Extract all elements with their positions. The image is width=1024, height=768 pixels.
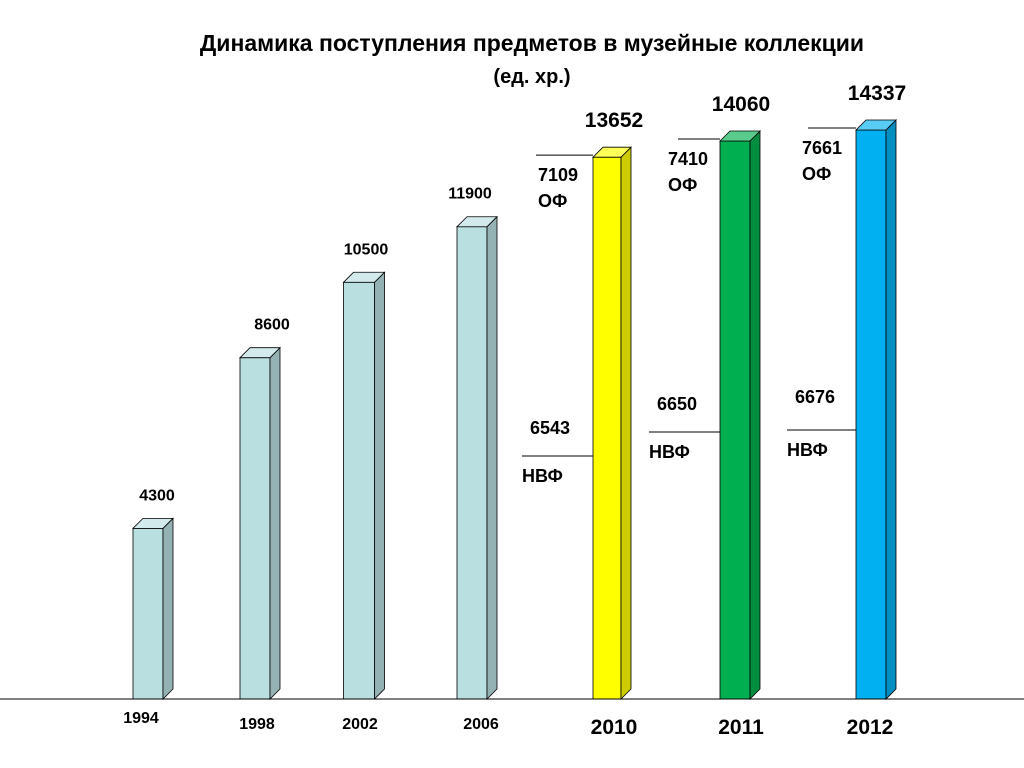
- nvf-value-2012: 6676: [795, 387, 835, 407]
- bar-front-2012: [855, 129, 887, 700]
- x-tick-label-2010: 2010: [591, 716, 638, 739]
- x-tick-label-2002: 2002: [342, 716, 378, 733]
- data-label-2011: 14060: [712, 93, 770, 116]
- data-label-1998: 8600: [254, 317, 290, 334]
- bar-top-2011: [719, 130, 761, 142]
- data-label-2012: 14337: [848, 82, 906, 105]
- bar-2010: [592, 146, 632, 700]
- nvf-label-2011: НВФ: [649, 442, 690, 462]
- of-value-2011: 7410: [668, 149, 708, 169]
- nvf-value-2010: 6543: [530, 418, 570, 438]
- x-tick-label-2011: 2011: [718, 716, 764, 739]
- data-label-2006: 11900: [448, 186, 492, 203]
- of-label-2010: ОФ: [538, 191, 567, 211]
- bar-front-1994: [132, 527, 164, 700]
- bars-group: [132, 119, 897, 700]
- bar-top-1998: [239, 347, 281, 359]
- bar-front-1998: [239, 357, 271, 700]
- bar-2011: [719, 130, 761, 700]
- bar-side-2002: [374, 271, 385, 700]
- of-label-2012: ОФ: [802, 164, 831, 184]
- x-tick-label-2006: 2006: [463, 716, 499, 733]
- x-tick-label-1994: 1994: [123, 710, 159, 727]
- bar-top-1994: [132, 517, 174, 529]
- bar-side-2010: [620, 146, 632, 700]
- bar-top-2012: [855, 119, 897, 131]
- bar-front-2010: [592, 156, 622, 700]
- bar-top-2002: [342, 271, 386, 283]
- data-label-1994: 4300: [139, 487, 175, 504]
- bar-top-2010: [592, 146, 632, 158]
- bar-front-2002: [343, 281, 375, 700]
- of-label-2011: ОФ: [668, 175, 697, 195]
- of-value-2010: 7109: [538, 165, 578, 185]
- bar-side-1994: [162, 517, 174, 700]
- x-tick-label-2012: 2012: [847, 716, 894, 739]
- bar-side-2006: [486, 215, 498, 700]
- labels-group: 1994 4300 1998 8600 2002 10500 2006 11900 2010 13…: [123, 82, 906, 739]
- bar-side-2011: [749, 130, 761, 700]
- bar-1998: [239, 346, 281, 700]
- bar-1994: [132, 517, 174, 700]
- nvf-value-2011: 6650: [657, 394, 697, 414]
- bar-side-1998: [269, 346, 281, 700]
- x-tick-label-1998: 1998: [239, 716, 275, 733]
- data-label-2002: 10500: [344, 241, 389, 258]
- bar-top-2006: [456, 216, 498, 228]
- bar-2006: [456, 215, 498, 700]
- data-label-2010: 13652: [585, 109, 643, 132]
- chart-subtitle: (ед. хр.): [493, 66, 571, 88]
- bar-front-2011: [719, 140, 751, 700]
- bar-front-2006: [456, 226, 488, 700]
- bar-2012: [855, 119, 897, 700]
- bar-2002: [342, 271, 386, 700]
- of-value-2012: 7661: [802, 138, 842, 158]
- chart-title: Динамика поступления предметов в музейны…: [199, 30, 865, 56]
- nvf-label-2012: НВФ: [787, 440, 828, 460]
- nvf-label-2010: НВФ: [522, 466, 563, 486]
- bar-side-2012: [885, 119, 897, 700]
